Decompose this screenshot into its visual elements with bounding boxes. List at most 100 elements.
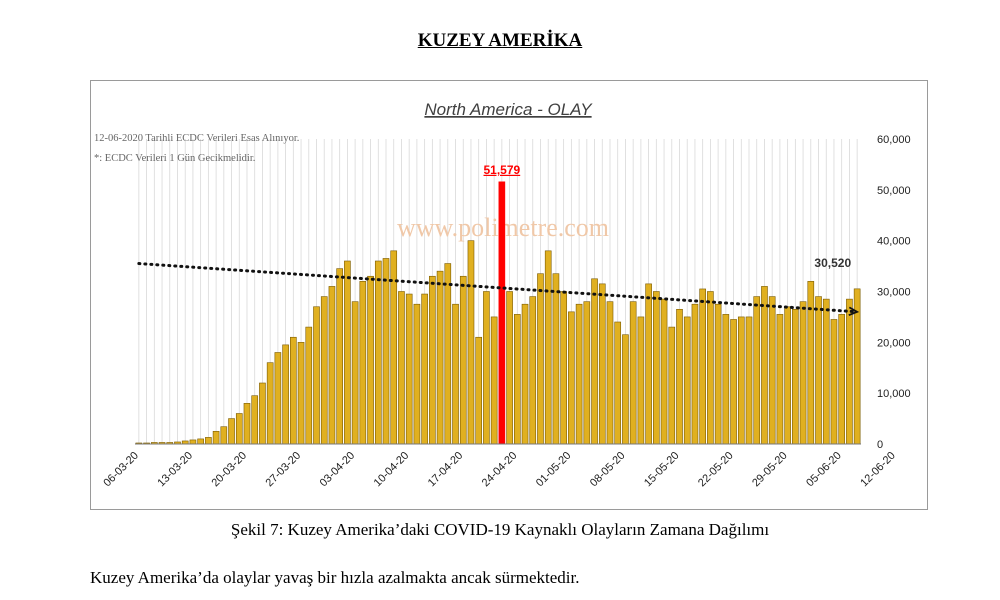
bar bbox=[513, 314, 521, 445]
trendline-arrowhead bbox=[848, 306, 860, 317]
bar bbox=[290, 336, 297, 445]
bar bbox=[421, 293, 428, 445]
bar bbox=[205, 437, 212, 445]
x-tick-label: 01-05-20 bbox=[534, 450, 574, 490]
bar bbox=[691, 303, 699, 445]
bar bbox=[235, 413, 243, 445]
bar bbox=[452, 303, 459, 445]
bar bbox=[382, 258, 390, 445]
bar bbox=[676, 308, 683, 445]
bar bbox=[544, 250, 552, 445]
bar bbox=[776, 314, 784, 445]
bar bbox=[274, 352, 282, 445]
x-tick-label: 08-05-20 bbox=[588, 450, 628, 490]
peak-value-label: 51,579 bbox=[484, 163, 521, 177]
bars-layer bbox=[135, 181, 861, 445]
bar bbox=[429, 275, 436, 445]
bar bbox=[792, 308, 799, 445]
bar bbox=[637, 316, 645, 445]
bar bbox=[475, 336, 483, 445]
bar bbox=[243, 403, 251, 445]
chart-frame: North America - OLAY 12-06-2020 Tarihli … bbox=[90, 80, 928, 510]
x-tick-label: 20-03-20 bbox=[209, 450, 249, 490]
x-tick-label: 17-04-20 bbox=[426, 450, 466, 490]
bar bbox=[645, 283, 652, 445]
y-tick-label: 40,000 bbox=[877, 236, 911, 248]
bar bbox=[622, 334, 629, 445]
bar bbox=[320, 296, 328, 445]
bar bbox=[598, 283, 606, 445]
chart-note-1: 12-06-2020 Tarihli ECDC Verileri Esas Al… bbox=[94, 133, 299, 144]
bar bbox=[614, 321, 622, 445]
y-axis: 0 10,000 20,000 30,000 40,000 50,000 60,000 bbox=[877, 134, 911, 451]
x-tick-label: 12-06-20 bbox=[858, 450, 898, 490]
bar bbox=[374, 260, 382, 445]
x-tick-label: 06-03-20 bbox=[101, 450, 141, 490]
bar bbox=[668, 326, 676, 445]
bar bbox=[591, 278, 598, 445]
bar bbox=[707, 291, 714, 445]
bar bbox=[228, 418, 235, 445]
bar bbox=[197, 438, 204, 445]
chart-note-2: *: ECDC Verileri 1 Gün Gecikmelidir. bbox=[94, 153, 255, 164]
bar bbox=[398, 291, 405, 445]
bar bbox=[606, 301, 614, 445]
bar bbox=[822, 298, 830, 445]
x-tick-label: 22-05-20 bbox=[696, 450, 736, 490]
bar bbox=[413, 303, 421, 445]
bar bbox=[506, 291, 513, 445]
x-tick-label: 10-04-20 bbox=[372, 450, 412, 490]
x-tick-label: 03-04-20 bbox=[318, 450, 358, 490]
bar bbox=[436, 270, 444, 445]
bar bbox=[568, 311, 575, 445]
chart-svg: North America - OLAY 12-06-2020 Tarihli … bbox=[94, 100, 911, 490]
bar bbox=[653, 291, 660, 445]
bar bbox=[629, 301, 637, 445]
bar bbox=[259, 382, 266, 445]
bar bbox=[444, 263, 452, 445]
x-tick-label: 27-03-20 bbox=[264, 450, 304, 490]
bar bbox=[282, 344, 289, 445]
y-tick-label: 50,000 bbox=[877, 185, 911, 197]
x-axis: 06-03-20 13-03-20 20-03-20 27-03-20 03-04-20… bbox=[101, 443, 898, 490]
bar-peak bbox=[498, 181, 506, 445]
bar bbox=[552, 273, 560, 445]
bar bbox=[830, 319, 838, 445]
x-tick-label: 05-06-20 bbox=[804, 450, 844, 490]
chart-title: North America - OLAY bbox=[424, 100, 593, 119]
bar bbox=[683, 316, 691, 445]
bar bbox=[583, 301, 591, 445]
bar bbox=[529, 296, 537, 445]
bar bbox=[521, 303, 529, 445]
bar bbox=[212, 430, 220, 445]
bar bbox=[730, 319, 737, 445]
trend-layer bbox=[137, 262, 860, 317]
bar bbox=[266, 362, 274, 445]
y-tick-label: 10,000 bbox=[877, 388, 911, 400]
bar bbox=[305, 326, 313, 445]
bar bbox=[838, 314, 846, 445]
bar bbox=[328, 286, 336, 445]
bar bbox=[490, 316, 498, 445]
bar bbox=[405, 293, 413, 445]
x-tick-label: 24-04-20 bbox=[480, 450, 520, 490]
bar bbox=[699, 288, 706, 445]
bar bbox=[367, 275, 374, 445]
bar bbox=[784, 306, 791, 445]
bar bbox=[660, 298, 668, 445]
bar bbox=[753, 296, 761, 445]
y-tick-label: 60,000 bbox=[877, 134, 911, 146]
last-value-label: 30,520 bbox=[814, 256, 851, 270]
bar bbox=[768, 296, 776, 445]
bar bbox=[575, 303, 583, 445]
bar bbox=[220, 426, 228, 445]
bar bbox=[761, 286, 768, 445]
bar bbox=[483, 291, 490, 445]
bar bbox=[351, 301, 359, 445]
figure-caption: Şekil 7: Kuzey Amerika’daki COVID-19 Kay… bbox=[230, 520, 770, 539]
trendline bbox=[137, 262, 859, 314]
bar bbox=[344, 260, 351, 445]
page-title: KUZEY AMERİKA bbox=[417, 30, 583, 51]
x-tick-label: 13-03-20 bbox=[155, 450, 195, 490]
bar bbox=[251, 395, 259, 445]
